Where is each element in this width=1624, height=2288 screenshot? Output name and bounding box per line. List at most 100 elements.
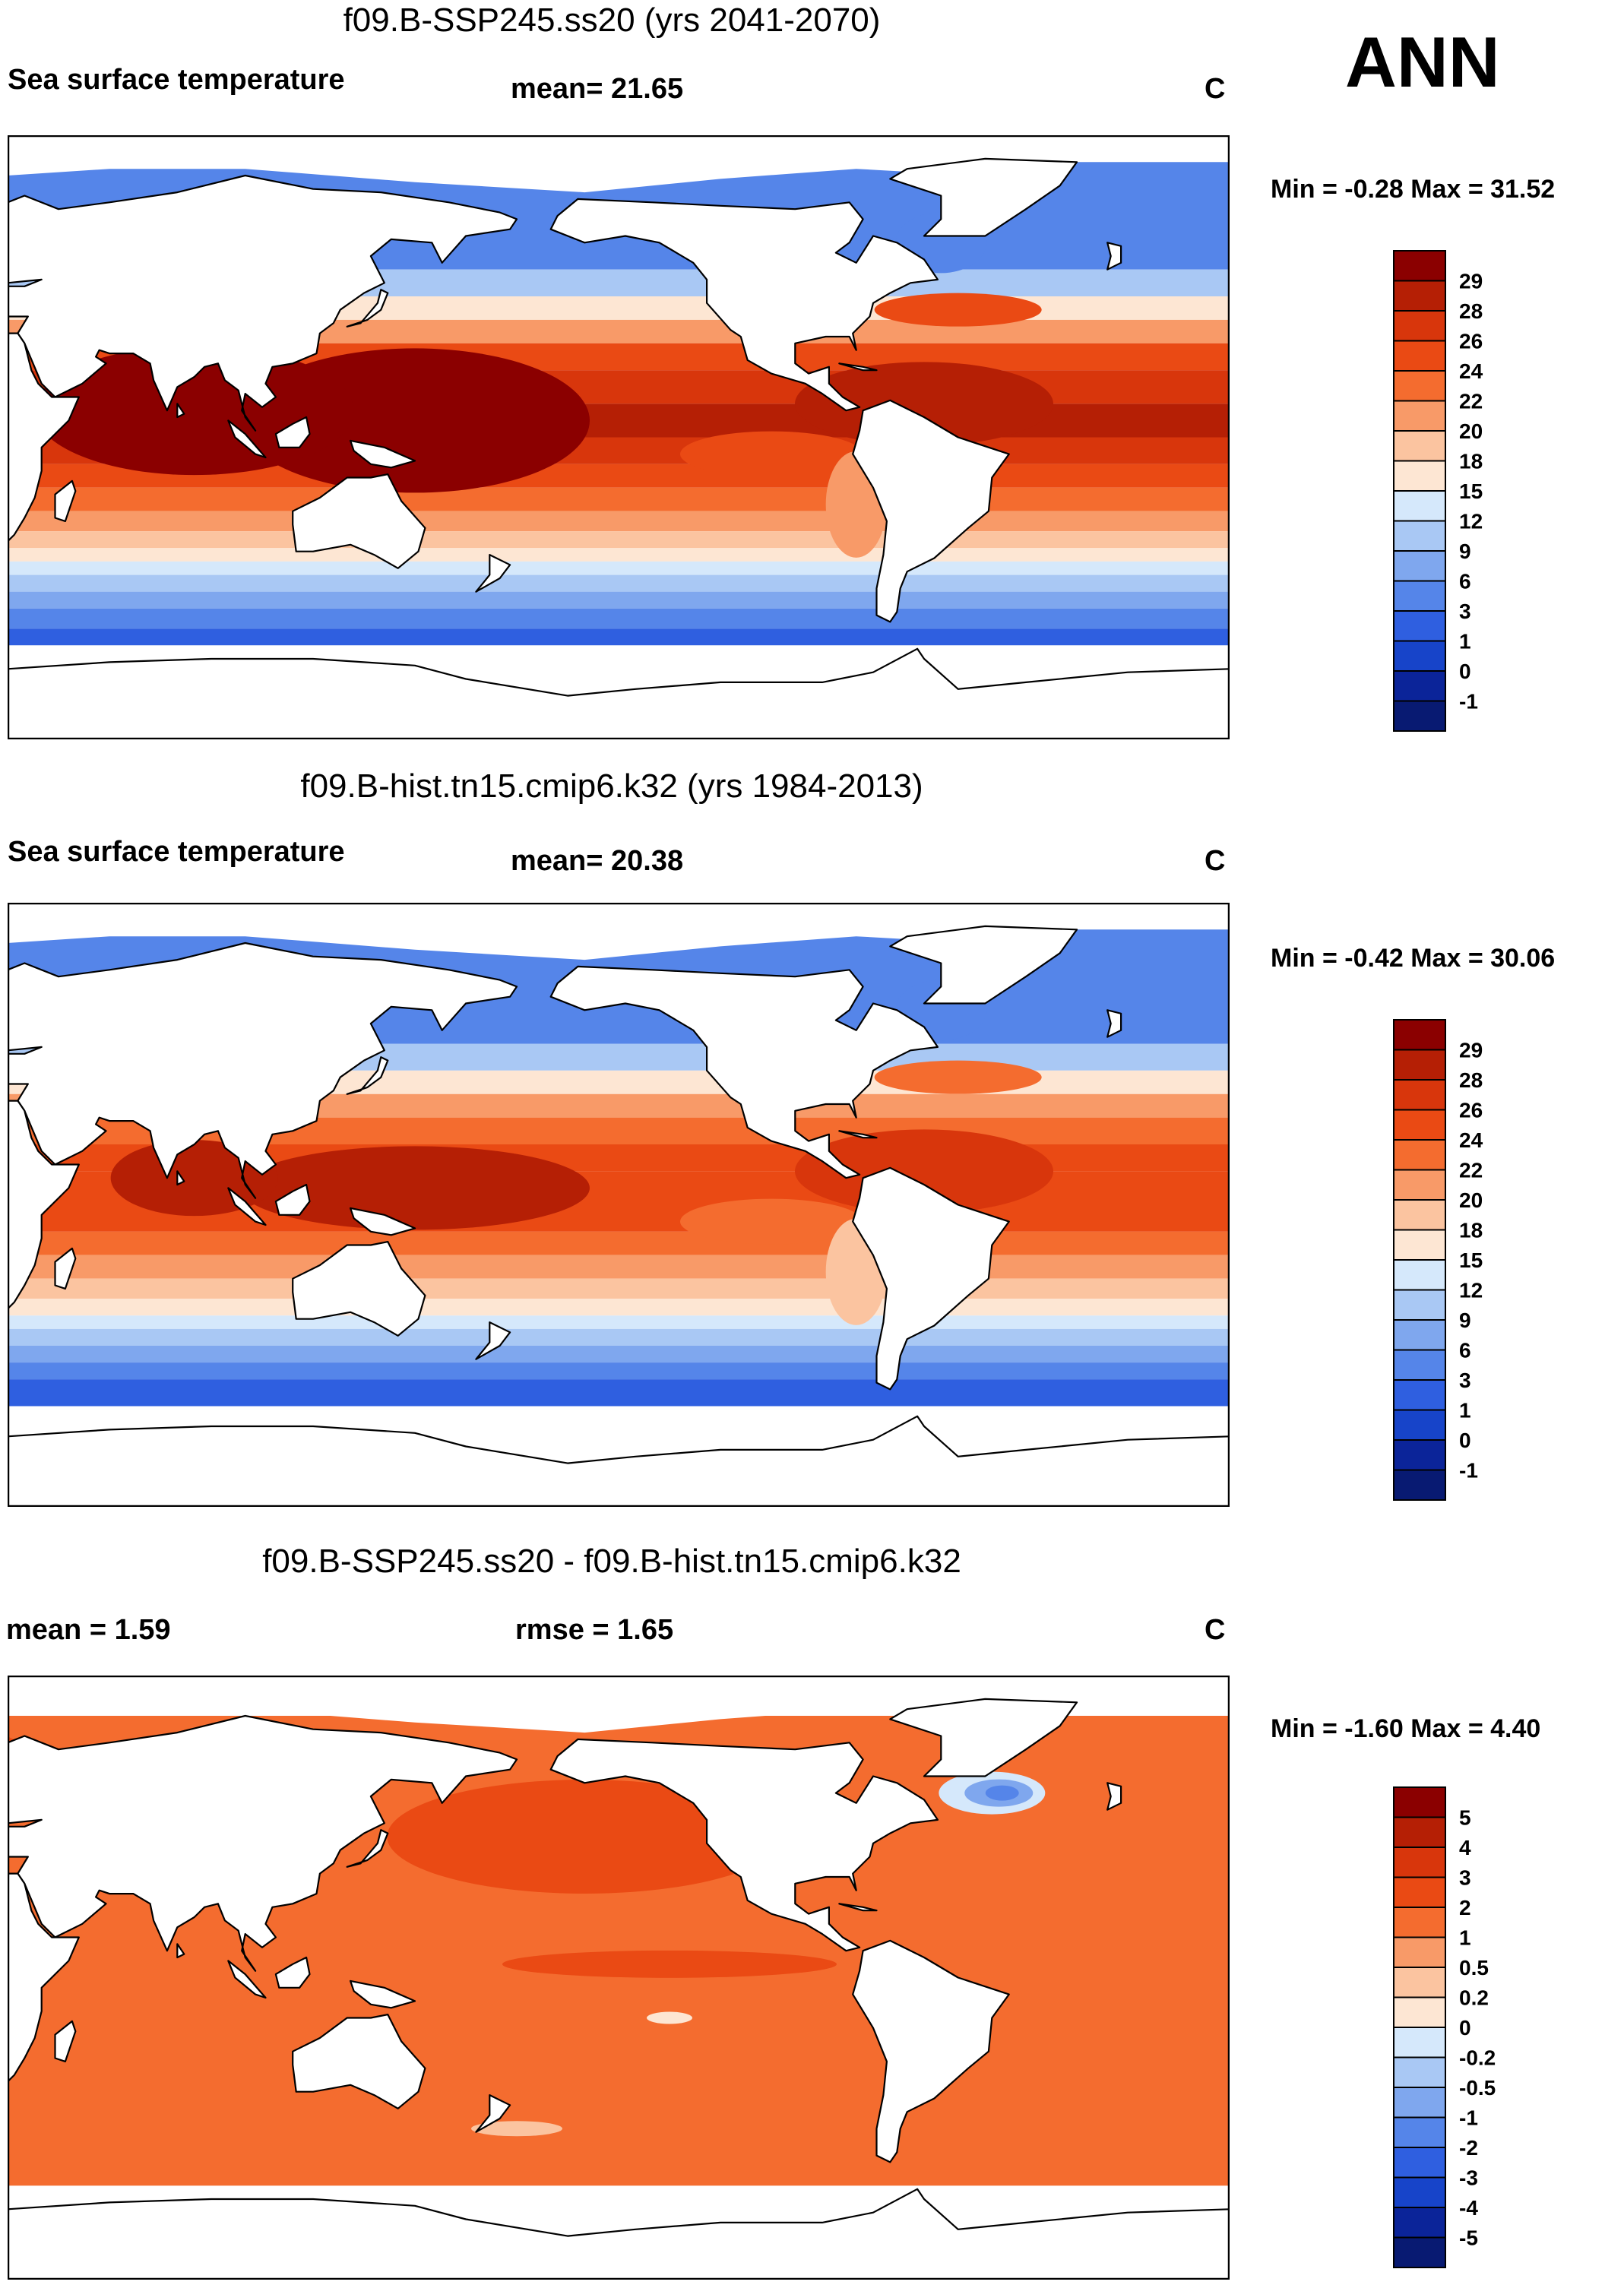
colorbar-swatch bbox=[1393, 1229, 1446, 1261]
colorbar-swatch bbox=[1393, 400, 1446, 432]
colorbar-tick-label: 2 bbox=[1459, 1896, 1471, 1919]
colorbar-swatch bbox=[1393, 2056, 1446, 2088]
cold-tongue bbox=[680, 431, 863, 477]
panel-1-colorbar: 29 28 26 24 22 20 18 15 12 9 6 3 1 0 -1 bbox=[1393, 250, 1483, 732]
colorbar-tick-label: 0.5 bbox=[1459, 1956, 1489, 1979]
panel-2-title: f09.B-hist.tn15.cmip6.k32 (yrs 1984-2013… bbox=[300, 767, 923, 805]
panel-2-min-max: Min = -0.42 Max = 30.06 bbox=[1271, 944, 1556, 973]
colorbar-swatch bbox=[1393, 2236, 1446, 2268]
colorbar-tick-label: 28 bbox=[1459, 1068, 1483, 1092]
colorbar-tick-label: 0 bbox=[1459, 660, 1471, 683]
landmass-antarctica bbox=[8, 1415, 1230, 1507]
sst-band bbox=[8, 1328, 1230, 1346]
landmass-japan bbox=[346, 1829, 389, 1868]
map-frame bbox=[8, 1676, 1230, 2280]
sea-ice-mask bbox=[8, 135, 1230, 193]
landmass-madagascar bbox=[54, 479, 77, 522]
colorbar-swatch bbox=[1393, 1786, 1446, 1818]
colorbar-swatch bbox=[1393, 1409, 1446, 1441]
landmass-cuba bbox=[838, 1130, 878, 1139]
colorbar-tick-label: 22 bbox=[1459, 390, 1483, 413]
colorbar-swatch bbox=[1393, 2207, 1446, 2239]
colorbar-swatch bbox=[1393, 1469, 1446, 1501]
colorbar-tick-label: 28 bbox=[1459, 299, 1483, 323]
panel-2-mean-label: mean= 20.38 bbox=[511, 845, 684, 877]
landmass-africa bbox=[8, 332, 80, 556]
colorbar-swatch bbox=[1393, 2176, 1446, 2208]
colorbar-tick-label: -0.5 bbox=[1459, 2076, 1496, 2100]
landmass-s-america bbox=[852, 1166, 1010, 1391]
sst-band bbox=[8, 1379, 1230, 1407]
colorbar-tick-label: 20 bbox=[1459, 1188, 1483, 1212]
landmass-nz bbox=[475, 553, 511, 593]
landmass-africa bbox=[8, 1872, 80, 2097]
landmass-cuba bbox=[838, 1903, 878, 1912]
cold-tongue bbox=[680, 1198, 863, 1245]
panel-3-map bbox=[8, 1676, 1230, 2280]
colorbar-swatch bbox=[1393, 370, 1446, 402]
landmass-eurasia bbox=[8, 174, 518, 432]
season-label: ANN bbox=[1345, 22, 1500, 102]
landmass-srilanka bbox=[176, 403, 185, 419]
panel-1-mean-label: mean= 21.65 bbox=[511, 73, 684, 105]
landmass-greenland bbox=[889, 157, 1078, 237]
colorbar-tick-label: 6 bbox=[1459, 1339, 1471, 1362]
colorbar-swatch bbox=[1393, 250, 1446, 282]
sst-band bbox=[8, 574, 1230, 592]
panel-3-units-label: C bbox=[1205, 1614, 1226, 1646]
colorbar-tick-label: 9 bbox=[1459, 1309, 1471, 1332]
colorbar-tick-label: -1 bbox=[1459, 2106, 1478, 2130]
sst-band bbox=[8, 531, 1230, 549]
south-pacific-weak bbox=[647, 2011, 692, 2024]
sst-band bbox=[8, 1231, 1230, 1255]
landmass-greenland bbox=[889, 1698, 1078, 1777]
landmass-africa bbox=[8, 1100, 80, 1324]
sst-band bbox=[8, 608, 1230, 629]
colorbar-tick-label: 12 bbox=[1459, 1279, 1483, 1302]
panel-1-title: f09.B-SSP245.ss20 (yrs 2041-2070) bbox=[343, 2, 881, 39]
colorbar-swatch bbox=[1393, 1349, 1446, 1381]
landmass-australia bbox=[292, 1241, 426, 1337]
colorbar-tick-label: -1 bbox=[1459, 690, 1478, 714]
colorbar-swatch bbox=[1393, 1847, 1446, 1878]
landmass-australia bbox=[292, 473, 426, 569]
colorbar-swatch bbox=[1393, 580, 1446, 612]
sst-band bbox=[8, 1278, 1230, 1299]
colorbar-tick-label: -0.2 bbox=[1459, 2046, 1496, 2070]
colorbar-swatch bbox=[1393, 700, 1446, 732]
colorbar-tick-label: -5 bbox=[1459, 2226, 1478, 2250]
colorbar-tick-label: -4 bbox=[1459, 2196, 1478, 2220]
colorbar-tick-label: 6 bbox=[1459, 570, 1471, 593]
colorbar-tick-label: 0 bbox=[1459, 1429, 1471, 1452]
sst-band bbox=[8, 511, 1230, 532]
panel-3-min-max: Min = -1.60 Max = 4.40 bbox=[1271, 1714, 1541, 1743]
panel-1-min-max: Min = -0.28 Max = 31.52 bbox=[1271, 175, 1556, 204]
colorbar-tick-label: 0 bbox=[1459, 2016, 1471, 2040]
landmass-madagascar bbox=[54, 2020, 77, 2062]
colorbar-tick-label: 9 bbox=[1459, 540, 1471, 563]
landmass-borneo bbox=[274, 416, 311, 448]
indian-warm-region bbox=[34, 346, 354, 476]
gulf-stream bbox=[874, 293, 1042, 327]
map-frame bbox=[8, 903, 1230, 1507]
sst-band bbox=[8, 1299, 1230, 1316]
panel-3-colorbar: 5 4 3 2 1 0.5 0.2 0 -0.2 -0.5 -1 -2 -3 -4 -5 bbox=[1393, 1786, 1496, 2268]
colorbar-tick-label: -3 bbox=[1459, 2166, 1478, 2190]
colorbar-tick-label: 22 bbox=[1459, 1159, 1483, 1182]
landmass-n-america bbox=[549, 198, 939, 412]
colorbar-swatch bbox=[1393, 1199, 1446, 1231]
colorbar-tick-label: 12 bbox=[1459, 510, 1483, 533]
colorbar-tick-label: 1 bbox=[1459, 1926, 1471, 1950]
colorbar-tick-label: 15 bbox=[1459, 479, 1483, 503]
colorbar-tick-label: 24 bbox=[1459, 1128, 1483, 1152]
atlantic-tropical-region bbox=[795, 362, 1053, 446]
landmass-n-america bbox=[549, 1738, 939, 1952]
map-frame bbox=[8, 135, 1230, 739]
colorbar-swatch bbox=[1393, 1996, 1446, 2028]
landmass-australia bbox=[292, 2014, 426, 2109]
panel-3-title: f09.B-SSP245.ss20 - f09.B-hist.tn15.cmip… bbox=[262, 1543, 961, 1580]
colorbar-tick-label: 3 bbox=[1459, 600, 1471, 623]
landmass-srilanka bbox=[176, 1170, 185, 1186]
sst-band bbox=[8, 548, 1230, 562]
colorbar-swatch bbox=[1393, 1109, 1446, 1141]
